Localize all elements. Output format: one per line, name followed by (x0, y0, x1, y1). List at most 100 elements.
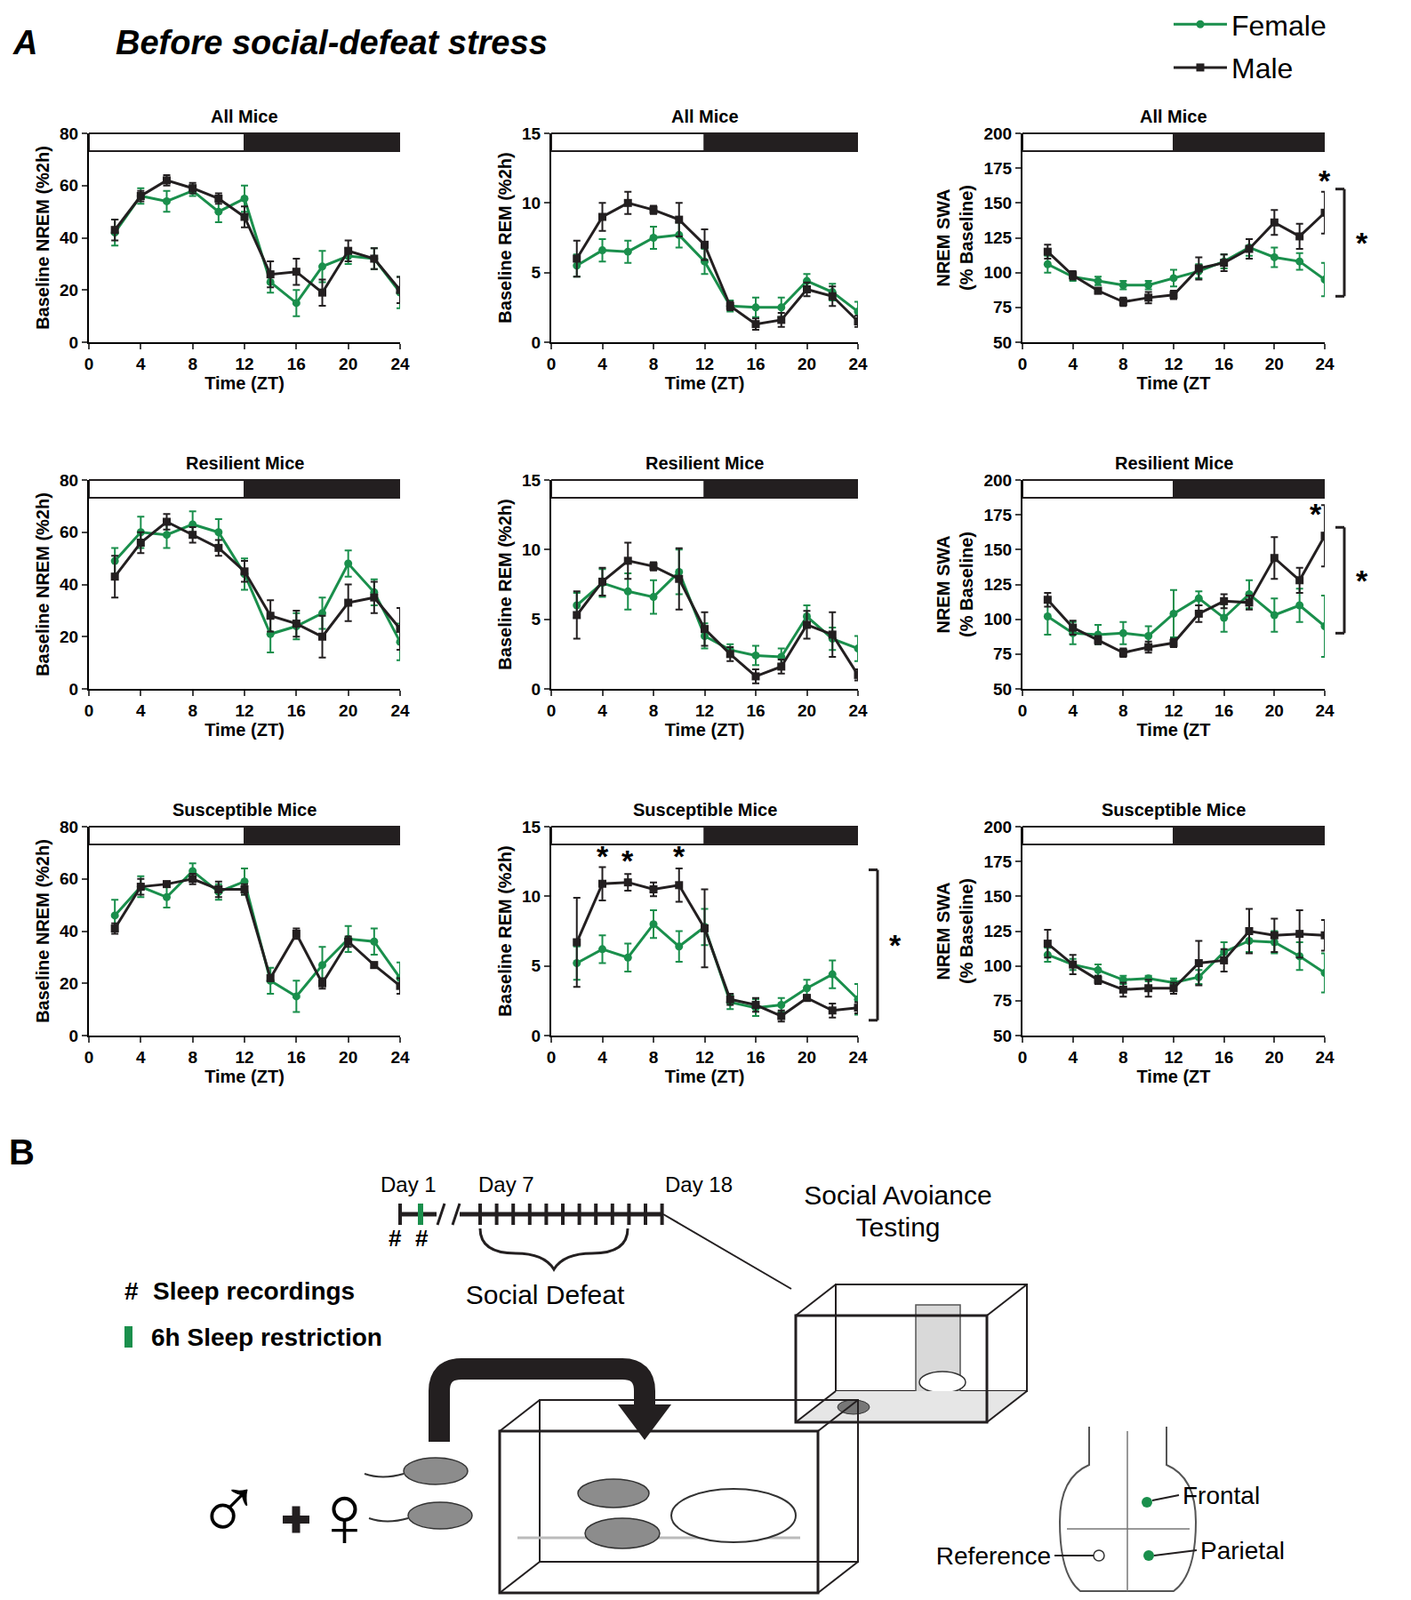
svg-text:50: 50 (993, 680, 1012, 699)
svg-text:125: 125 (983, 921, 1012, 941)
svg-text:16: 16 (745, 354, 765, 374)
svg-text:75: 75 (993, 644, 1013, 664)
svg-text:20: 20 (797, 1048, 817, 1067)
svg-text:150: 150 (983, 193, 1012, 213)
svg-text:175: 175 (983, 852, 1012, 872)
svg-text:Susceptible Mice: Susceptible Mice (633, 800, 778, 820)
svg-text:Baseline NREM (%2h): Baseline NREM (%2h) (32, 839, 53, 1024)
svg-text:16: 16 (287, 701, 306, 721)
svg-text:20: 20 (1265, 701, 1284, 721)
svg-text:Parietal: Parietal (1200, 1537, 1285, 1565)
svg-text:Male: Male (1231, 52, 1293, 85)
svg-text:Time (ZT): Time (ZT) (204, 373, 285, 393)
svg-text:Time (ZT: Time (ZT (1137, 1066, 1211, 1087)
svg-text:12: 12 (1163, 1048, 1183, 1067)
svg-text:40: 40 (59, 575, 79, 594)
svg-text:0: 0 (546, 1048, 557, 1067)
svg-text:0: 0 (84, 1048, 95, 1067)
svg-text:100: 100 (983, 609, 1012, 629)
svg-text:Time (ZT): Time (ZT) (204, 1066, 285, 1087)
svg-text:8: 8 (649, 1048, 659, 1067)
svg-text:Reference: Reference (936, 1542, 1051, 1571)
svg-text:Day 7: Day 7 (478, 1172, 535, 1197)
svg-text:4: 4 (1067, 701, 1078, 721)
svg-text:4: 4 (1067, 1048, 1078, 1067)
svg-text:16: 16 (745, 1048, 765, 1067)
svg-text:♂: ♂ (195, 1455, 263, 1556)
svg-text:12: 12 (1163, 701, 1183, 721)
svg-text:All Mice: All Mice (1139, 106, 1208, 127)
svg-text:Susceptible Mice: Susceptible Mice (172, 800, 317, 820)
svg-text:20: 20 (797, 701, 817, 721)
svg-text:20: 20 (1265, 1048, 1284, 1067)
svg-text:Sleep recordings: Sleep recordings (152, 1277, 355, 1306)
svg-text:60: 60 (59, 522, 79, 542)
svg-text:80: 80 (59, 817, 79, 837)
svg-text:40: 40 (59, 921, 79, 941)
svg-text:4: 4 (136, 701, 146, 721)
svg-text:5: 5 (531, 956, 542, 976)
svg-text:Time (ZT: Time (ZT (1137, 373, 1211, 393)
svg-text:60: 60 (59, 869, 79, 889)
svg-text:B: B (8, 1132, 35, 1172)
svg-text:Time (ZT: Time (ZT (1137, 720, 1211, 740)
svg-text:*: * (596, 839, 610, 874)
svg-text:0: 0 (84, 354, 95, 374)
svg-text:Time (ZT): Time (ZT) (204, 720, 285, 740)
svg-text:0: 0 (69, 333, 80, 353)
svg-text:0: 0 (546, 701, 557, 721)
svg-text:12: 12 (234, 701, 254, 721)
svg-text:Social Avoiance: Social Avoiance (803, 1180, 992, 1211)
svg-text:125: 125 (983, 575, 1012, 594)
svg-text:24: 24 (390, 1048, 410, 1067)
svg-text:15: 15 (521, 817, 542, 837)
svg-text:24: 24 (848, 354, 868, 374)
svg-text:Resilient Mice: Resilient Mice (1114, 453, 1234, 474)
svg-text:50: 50 (993, 333, 1012, 353)
svg-text:*: * (1309, 497, 1323, 531)
svg-text:16: 16 (1214, 701, 1234, 721)
svg-text:24: 24 (848, 701, 868, 721)
svg-text:♀: ♀ (311, 1466, 378, 1566)
svg-text:8: 8 (187, 1048, 198, 1067)
svg-text:24: 24 (1314, 1048, 1335, 1067)
svg-text:100: 100 (983, 956, 1012, 976)
svg-text:12: 12 (695, 701, 714, 721)
svg-text:125: 125 (983, 228, 1012, 248)
svg-text:Baseline REM (%2h): Baseline REM (%2h) (495, 845, 515, 1017)
svg-text:0: 0 (1018, 701, 1028, 721)
svg-text:*: * (1355, 563, 1369, 598)
svg-text:Baseline NREM (%2h): Baseline NREM (%2h) (32, 145, 53, 330)
svg-text:24: 24 (390, 354, 410, 374)
svg-text:20: 20 (59, 974, 79, 994)
svg-text:Baseline NREM (%2h): Baseline NREM (%2h) (32, 492, 53, 677)
svg-text:20: 20 (338, 354, 358, 374)
svg-text:4: 4 (136, 354, 146, 374)
svg-text:12: 12 (234, 1048, 254, 1067)
svg-text:Day 18: Day 18 (665, 1172, 733, 1197)
svg-text:4: 4 (136, 1048, 146, 1067)
svg-text:Resilient Mice: Resilient Mice (185, 453, 305, 474)
svg-text:75: 75 (993, 297, 1013, 317)
svg-text:24: 24 (848, 1048, 868, 1067)
svg-text:Time (ZT): Time (ZT) (665, 720, 746, 740)
svg-text:20: 20 (59, 627, 79, 647)
svg-text:#: # (415, 1225, 429, 1252)
svg-text:*: * (1355, 225, 1369, 260)
svg-text:Before social-defeat stress: Before social-defeat stress (115, 24, 548, 62)
svg-text:Time (ZT): Time (ZT) (665, 1066, 746, 1087)
svg-text:10: 10 (521, 887, 541, 906)
svg-text:175: 175 (983, 159, 1012, 178)
svg-text:12: 12 (234, 354, 254, 374)
svg-text:40: 40 (59, 228, 79, 248)
svg-text:Day 1: Day 1 (380, 1172, 437, 1197)
svg-text:Susceptible Mice: Susceptible Mice (1101, 800, 1246, 820)
svg-text:8: 8 (649, 354, 659, 374)
svg-text:NREM SWA(% Baseline): NREM SWA(% Baseline) (933, 878, 977, 985)
svg-text:4: 4 (597, 701, 608, 721)
svg-text:10: 10 (521, 540, 541, 560)
svg-text:8: 8 (1118, 1048, 1129, 1067)
svg-text:10: 10 (521, 193, 541, 213)
svg-text:0: 0 (531, 333, 542, 353)
svg-text:0: 0 (531, 680, 542, 699)
